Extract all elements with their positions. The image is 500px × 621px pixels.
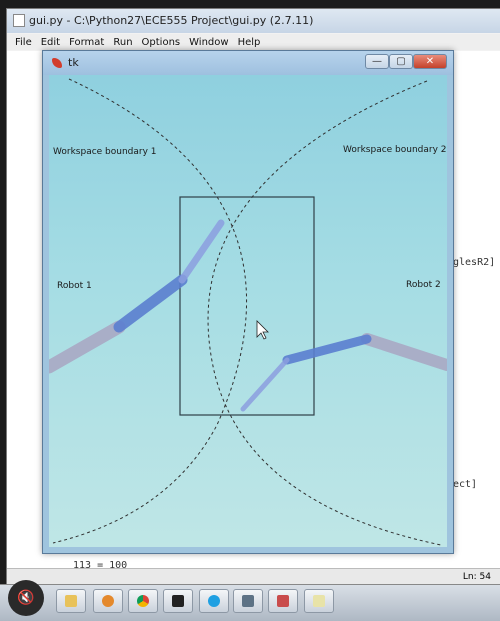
skype-icon [208, 595, 220, 607]
paint-icon [277, 595, 289, 607]
workspace-boundary-1 [52, 78, 247, 544]
taskbar-media-button[interactable] [93, 589, 123, 613]
maximize-button[interactable]: ▢ [389, 54, 413, 69]
idle-titlebar[interactable]: gui.py - C:\Python27\ECE555 Project\gui.… [7, 9, 500, 33]
idle-statusbar: Ln: 54 [7, 568, 500, 587]
workspace-boundary-2 [207, 80, 442, 546]
robot2-link-mid [282, 334, 372, 365]
robot2-label: Robot 2 [406, 280, 441, 290]
menu-format[interactable]: Format [69, 36, 105, 48]
pen-icon [242, 595, 254, 607]
taskbar [0, 584, 500, 621]
target-region [179, 196, 315, 416]
mouse-cursor-icon [256, 320, 269, 340]
boundary2-label: Workspace boundary 2 [343, 145, 447, 155]
robot1-link-base [49, 320, 126, 374]
close-button[interactable]: ✕ [413, 54, 447, 69]
boundary1-label: Workspace boundary 1 [53, 147, 157, 157]
code-fragment: ect] [453, 479, 478, 490]
line-number-status: Ln: 54 [462, 572, 491, 582]
menu-help[interactable]: Help [237, 36, 261, 48]
menu-edit[interactable]: Edit [40, 36, 61, 48]
taskbar-paint-button[interactable] [268, 589, 298, 613]
notepad-icon [313, 595, 325, 607]
taskbar-terminal-button[interactable] [163, 589, 193, 613]
media-player-icon [102, 595, 114, 607]
menu-run[interactable]: Run [113, 36, 133, 48]
robot1-link-tip [178, 219, 225, 284]
minimize-button[interactable]: — [365, 54, 389, 69]
robot1-label: Robot 1 [57, 281, 92, 291]
tk-feather-icon [52, 58, 62, 68]
chrome-icon [137, 595, 149, 607]
tk-title: tk [68, 56, 79, 69]
code-fragment: 113 = 100 [73, 560, 128, 571]
menu-options[interactable]: Options [141, 36, 181, 48]
taskbar-pen-button[interactable] [233, 589, 263, 613]
idle-menubar: File Edit Format Run Options Window Help [7, 34, 500, 50]
idle-title: gui.py - C:\Python27\ECE555 Project\gui.… [29, 14, 314, 27]
python-file-icon [13, 14, 25, 27]
tk-window: tk — ▢ ✕ Workspace boundary 1 Workspace … [42, 50, 454, 554]
menu-window[interactable]: Window [189, 36, 229, 48]
folder-icon [65, 595, 77, 607]
terminal-icon [172, 595, 184, 607]
sound-muted-icon[interactable]: 🔇 [8, 580, 44, 616]
code-fragment: glesR2] [453, 257, 496, 268]
tk-titlebar[interactable]: tk — ▢ ✕ [43, 51, 453, 75]
workspace-drawing [49, 78, 447, 546]
taskbar-folder-button[interactable] [56, 589, 86, 613]
menu-file[interactable]: File [15, 36, 32, 48]
taskbar-skype-button[interactable] [199, 589, 229, 613]
taskbar-chrome-button[interactable] [128, 589, 158, 613]
robot2-link-base [361, 333, 447, 371]
robot-canvas[interactable]: Workspace boundary 1 Workspace boundary … [49, 75, 447, 547]
robot2-link-tip [240, 357, 290, 412]
taskbar-notepad-button[interactable] [304, 589, 334, 613]
robot1-link-mid [113, 274, 188, 333]
